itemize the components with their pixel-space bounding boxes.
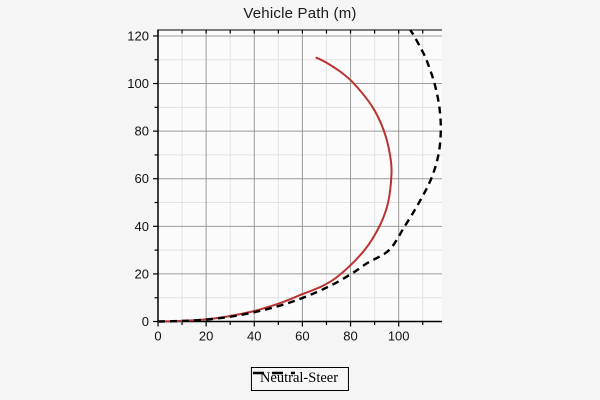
svg-text:20: 20 <box>135 266 149 281</box>
plot-background <box>158 30 442 322</box>
x-axis-tick-labels: 0 20 40 60 80 100 <box>154 329 409 344</box>
svg-text:0: 0 <box>142 314 149 329</box>
svg-text:80: 80 <box>135 124 149 139</box>
tick-marks <box>153 30 424 327</box>
grid-major-lines <box>158 30 442 322</box>
svg-text:80: 80 <box>343 329 357 344</box>
svg-text:120: 120 <box>127 28 149 43</box>
svg-text:40: 40 <box>135 219 149 234</box>
svg-text:0: 0 <box>154 329 161 344</box>
svg-text:40: 40 <box>247 329 261 344</box>
svg-text:20: 20 <box>199 329 213 344</box>
series-vehicle-path <box>157 56 393 323</box>
y-axis-tick-labels: 0 20 40 60 80 100 120 <box>127 28 149 329</box>
svg-text:60: 60 <box>295 329 309 344</box>
legend-dashed-line-sample <box>252 371 295 375</box>
svg-text:100: 100 <box>388 329 410 344</box>
svg-text:100: 100 <box>127 76 149 91</box>
series-neutral-steer <box>157 29 443 323</box>
legend: Neutral-Steer <box>250 367 350 391</box>
axes <box>157 29 442 323</box>
chart-title: Vehicle Path (m) <box>243 5 357 22</box>
grid-minor-lines <box>158 30 442 322</box>
svg-text:60: 60 <box>135 171 149 186</box>
